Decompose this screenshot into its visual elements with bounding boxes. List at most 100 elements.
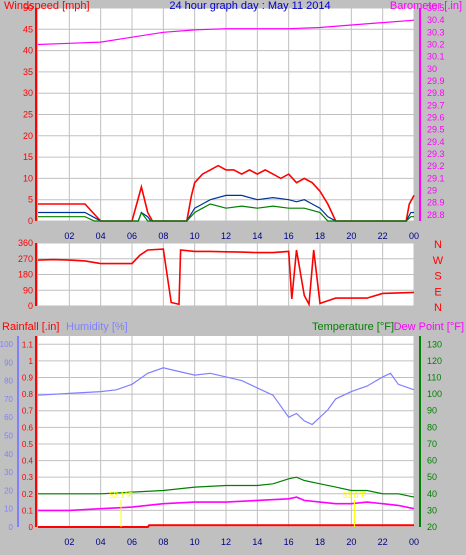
temp-x-tick-label: 22 bbox=[378, 537, 388, 547]
direction-series-line bbox=[37, 248, 415, 308]
direction-y-tick-label: 360 bbox=[18, 238, 33, 248]
humidity-y-tick-label: 80 bbox=[4, 377, 13, 386]
graph-title: 24 hour graph day : May 11 2014 bbox=[169, 0, 330, 12]
wind-y-tick-label: 45 bbox=[23, 24, 33, 34]
humidity-y-tick-label: 60 bbox=[4, 413, 13, 422]
temp-y-tick-label: 130 bbox=[427, 339, 442, 349]
baro-y-tick-label: 29.5 bbox=[427, 125, 445, 135]
baro-y-tick-label: 29.8 bbox=[427, 88, 445, 98]
temp-y-tick-label: 70 bbox=[427, 439, 437, 449]
wind-x-tick-label: 20 bbox=[346, 231, 356, 241]
humidity-y-tick-label: 50 bbox=[4, 432, 13, 441]
rain-y-tick-label: 0.9 bbox=[22, 374, 34, 383]
wind-x-tick-label: 14 bbox=[252, 231, 262, 241]
gust-series-line bbox=[38, 203, 414, 222]
temp-y-tick-label: 120 bbox=[427, 356, 442, 366]
wind-axis-label: Windspeed [mph] bbox=[4, 0, 90, 12]
temp-x-tick-label: 04 bbox=[96, 537, 106, 547]
wind-y-tick-label: 50 bbox=[23, 3, 33, 13]
temp-panel-grid bbox=[38, 336, 415, 528]
annotation-label: 53.1°F bbox=[109, 491, 133, 500]
direction-panel-grid bbox=[38, 242, 415, 307]
baro-y-tick-label: 30.3 bbox=[427, 27, 445, 37]
wind-x-tick-label: 22 bbox=[378, 231, 388, 241]
baro-y-tick-label: 29.2 bbox=[427, 161, 445, 171]
humidity-y-tick-label: 70 bbox=[4, 395, 13, 404]
temp-x-tick-label: 08 bbox=[158, 537, 168, 547]
baro-y-tick-label: 29 bbox=[427, 186, 437, 196]
direction-y-tick-label: 90 bbox=[23, 285, 33, 295]
rain-y-tick-label: 0 bbox=[29, 523, 34, 532]
baro-y-tick-label: 28.8 bbox=[427, 210, 445, 220]
humidity-y-tick-label: 10 bbox=[4, 505, 13, 514]
compass-label: N bbox=[434, 302, 442, 314]
humidity-y-tick-label: 90 bbox=[4, 358, 13, 367]
humidity-y-tick-label: 30 bbox=[4, 468, 13, 477]
temp-y-tick-label: 30 bbox=[427, 505, 437, 515]
rainfall-series-line bbox=[38, 524, 414, 528]
temp-panel-axes: 02 04 06 08 10 12 14 16 18 20 22 0000.10.20.30.40.5… bbox=[0, 336, 442, 547]
wind-x-tick-label: 16 bbox=[284, 231, 294, 241]
temp-x-tick-label: 06 bbox=[127, 537, 137, 547]
temp-y-tick-label: 80 bbox=[427, 422, 437, 432]
temperature-axis-label: Temperature [°F] bbox=[312, 321, 394, 333]
compass-label: S bbox=[434, 271, 441, 283]
wind-x-tick-label: 06 bbox=[127, 231, 137, 241]
rain-y-tick-label: 0.8 bbox=[22, 390, 34, 399]
wind-y-tick-label: 30 bbox=[23, 88, 33, 98]
baro-y-tick-label: 29.4 bbox=[427, 137, 445, 147]
wind-x-tick-label: 18 bbox=[315, 231, 325, 241]
baro-y-tick-label: 29.7 bbox=[427, 100, 445, 110]
wind-y-tick-label: 35 bbox=[23, 67, 33, 77]
dewpoint-series-line bbox=[38, 496, 415, 512]
wind-y-tick-label: 40 bbox=[23, 46, 33, 56]
dewpoint-axis-label: Dew Point [°F] bbox=[394, 321, 464, 333]
direction-y-tick-label: 270 bbox=[18, 254, 33, 264]
rain-y-tick-label: 0.1 bbox=[22, 506, 34, 515]
temp-y-tick-label: 100 bbox=[427, 389, 442, 399]
compass-label: W bbox=[433, 255, 444, 267]
baro-y-tick-label: 30.5 bbox=[427, 3, 445, 13]
temp-x-tick-label: 12 bbox=[221, 537, 231, 547]
wind-x-tick-label: 00 bbox=[409, 231, 419, 241]
temp-y-tick-label: 110 bbox=[427, 373, 441, 383]
temp-y-tick-label: 60 bbox=[427, 456, 437, 466]
baro-y-tick-label: 29.9 bbox=[427, 76, 445, 86]
temp-y-tick-label: 90 bbox=[427, 406, 437, 416]
barometer-series-line bbox=[37, 19, 415, 46]
temp-y-tick-label: 20 bbox=[427, 522, 437, 532]
temp-x-tick-label: 20 bbox=[346, 537, 356, 547]
rain-y-tick-label: 0.3 bbox=[22, 473, 34, 482]
temp-x-tick-label: 10 bbox=[190, 537, 200, 547]
wind-x-tick-label: 10 bbox=[190, 231, 200, 241]
temp-panel-series: 53.1°F 53.0°F bbox=[37, 367, 415, 528]
rain-y-tick-label: 0.2 bbox=[22, 490, 34, 499]
baro-y-tick-label: 30 bbox=[427, 64, 437, 74]
baro-y-tick-label: 28.9 bbox=[427, 198, 445, 208]
wind-panel-series bbox=[37, 19, 415, 222]
barometer-axis-label: Barometer [.in] bbox=[390, 0, 462, 12]
temp-x-tick-label: 14 bbox=[252, 537, 262, 547]
rain-y-tick-label: 0.4 bbox=[22, 457, 34, 466]
wind-x-tick-label: 12 bbox=[221, 231, 231, 241]
baro-y-tick-label: 29.6 bbox=[427, 113, 445, 123]
wind-y-tick-label: 5 bbox=[28, 195, 33, 205]
wind_avg-series-line bbox=[38, 194, 414, 222]
temp-x-tick-label: 00 bbox=[409, 537, 419, 547]
direction-y-tick-label: 180 bbox=[18, 270, 33, 280]
humidity-axis-label: Humidity [%] bbox=[66, 321, 128, 333]
rain-y-tick-label: 0.6 bbox=[22, 423, 34, 432]
wind-y-tick-label: 0 bbox=[28, 216, 33, 226]
temperature-series-line bbox=[38, 476, 415, 498]
temp-x-tick-label: 02 bbox=[64, 537, 74, 547]
wind-y-tick-label: 25 bbox=[23, 110, 33, 120]
wind-x-tick-label: 08 bbox=[158, 231, 168, 241]
rain-y-tick-label: 1.1 bbox=[22, 340, 34, 349]
rain-y-tick-label: 1 bbox=[29, 357, 34, 366]
baro-y-tick-label: 29.3 bbox=[427, 149, 445, 159]
wind-x-tick-label: 02 bbox=[64, 231, 74, 241]
baro-y-tick-label: 30.1 bbox=[427, 52, 445, 62]
